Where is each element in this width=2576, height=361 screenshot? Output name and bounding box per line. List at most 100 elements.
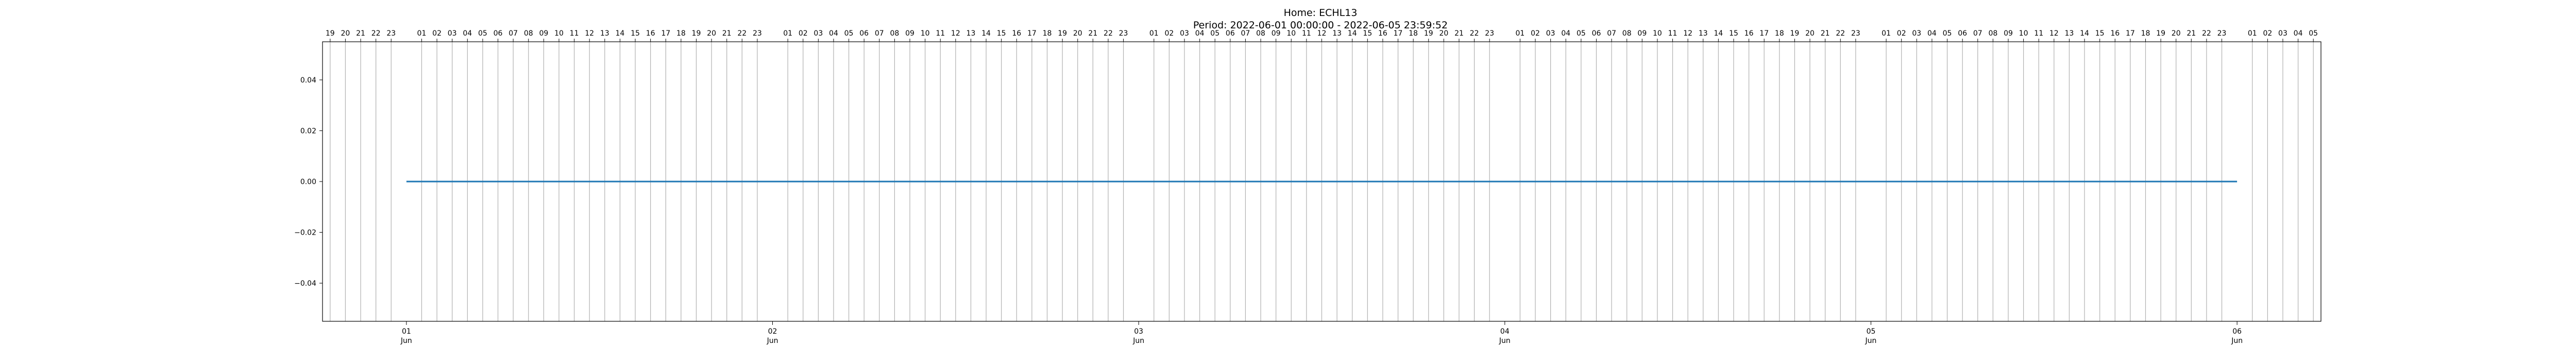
hour-tick-label: 03 (2278, 29, 2287, 38)
hour-tick-label: 22 (1836, 29, 1845, 38)
hour-tick-label: 14 (1714, 29, 1723, 38)
x-tick-label-day: 04 (1500, 327, 1510, 336)
hour-tick-label: 21 (1088, 29, 1097, 38)
hour-tick-label: 17 (1394, 29, 1403, 38)
x-tick-label-day: 02 (768, 327, 777, 336)
hour-tick-label: 14 (1348, 29, 1357, 38)
chart-title: Home: ECHL13 (1284, 7, 1358, 19)
hour-tick-label: 22 (1470, 29, 1479, 38)
hour-tick-label: 18 (1775, 29, 1784, 38)
hour-tick-label: 15 (1729, 29, 1738, 38)
hour-tick-label: 02 (799, 29, 808, 38)
hour-tick-label: 14 (981, 29, 991, 38)
hour-tick-label: 22 (737, 29, 747, 38)
x-tick-label-month: Jun (1499, 337, 1511, 345)
hour-tick-label: 04 (1195, 29, 1205, 38)
hour-tick-label: 01 (1149, 29, 1159, 38)
hour-tick-label: 03 (1912, 29, 1921, 38)
hour-tick-label: 13 (600, 29, 609, 38)
hour-tick-label: 15 (997, 29, 1006, 38)
hour-tick-label: 09 (1272, 29, 1281, 38)
hour-tick-label: 13 (1699, 29, 1708, 38)
hour-tick-label: 07 (875, 29, 884, 38)
hour-tick-label: 16 (646, 29, 655, 38)
hour-tick-label: 09 (1637, 29, 1647, 38)
hour-tick-label: 08 (524, 29, 533, 38)
hour-tick-label: 01 (1516, 29, 1525, 38)
hour-tick-label: 01 (1882, 29, 1891, 38)
hour-tick-label: 10 (1286, 29, 1296, 38)
hour-tick-label: 11 (570, 29, 579, 38)
hour-tick-label: 10 (2019, 29, 2028, 38)
hour-tick-label: 03 (814, 29, 823, 38)
hour-tick-label: 12 (951, 29, 960, 38)
hour-tick-label: 04 (1561, 29, 1570, 38)
hour-tick-label: 09 (2004, 29, 2013, 38)
hour-tick-label: 14 (2080, 29, 2089, 38)
hour-tick-label: 23 (1851, 29, 1860, 38)
x-tick-label-month: Jun (1865, 337, 1877, 345)
hour-tick-label: 21 (1454, 29, 1464, 38)
hour-tick-label: 10 (921, 29, 930, 38)
hour-tick-label: 12 (2049, 29, 2059, 38)
hour-tick-label: 08 (1256, 29, 1265, 38)
hour-tick-label: 06 (1592, 29, 1601, 38)
hour-tick-label: 23 (1485, 29, 1494, 38)
hour-tick-label: 16 (1744, 29, 1754, 38)
hour-tick-label: 12 (585, 29, 594, 38)
hour-tick-label: 04 (2294, 29, 2303, 38)
hour-tick-label: 11 (1668, 29, 1677, 38)
hour-tick-label: 16 (2110, 29, 2120, 38)
hour-tick-label: 07 (509, 29, 518, 38)
hour-tick-label: 04 (1927, 29, 1937, 38)
x-tick-label-day: 05 (1867, 327, 1876, 336)
x-tick-label-month: Jun (2231, 337, 2243, 345)
hour-tick-label: 04 (829, 29, 838, 38)
hour-tick-label: 18 (1043, 29, 1052, 38)
hour-tick-label: 20 (341, 29, 350, 38)
hour-tick-label: 11 (936, 29, 945, 38)
hour-tick-label: 19 (1790, 29, 1800, 38)
hour-tick-label: 05 (2309, 29, 2318, 38)
y-tick-label: 0.04 (300, 76, 316, 85)
hour-tick-label: 21 (1821, 29, 1830, 38)
hour-tick-label: 05 (844, 29, 854, 38)
hour-tick-label: 13 (1332, 29, 1342, 38)
hour-tick-label: 19 (1424, 29, 1433, 38)
x-tick-label-day: 03 (1134, 327, 1143, 336)
x-tick-label-month: Jun (1132, 337, 1144, 345)
hour-tick-label: 10 (1653, 29, 1662, 38)
hour-tick-label: 22 (2202, 29, 2211, 38)
hour-tick-label: 07 (1607, 29, 1616, 38)
hour-tick-label: 02 (432, 29, 442, 38)
hour-tick-label: 23 (753, 29, 762, 38)
hour-tick-label: 04 (463, 29, 472, 38)
hour-tick-label: 05 (1943, 29, 1952, 38)
hour-tick-label: 17 (1027, 29, 1037, 38)
hour-tick-label: 03 (1546, 29, 1555, 38)
hour-tick-label: 06 (1226, 29, 1235, 38)
y-tick-label: 0.02 (300, 127, 316, 135)
hour-tick-label: 14 (615, 29, 624, 38)
hour-tick-label: 23 (386, 29, 396, 38)
hour-tick-label: 21 (2187, 29, 2196, 38)
hour-tick-label: 16 (1378, 29, 1387, 38)
hour-tick-label: 11 (1302, 29, 1311, 38)
hour-tick-label: 15 (1363, 29, 1372, 38)
hour-tick-label: 20 (1805, 29, 1815, 38)
hour-tick-label: 12 (1317, 29, 1327, 38)
hour-tick-label: 02 (1897, 29, 1906, 38)
hour-tick-label: 20 (1073, 29, 1082, 38)
x-tick-label-month: Jun (400, 337, 412, 345)
hour-tick-label: 01 (783, 29, 792, 38)
hour-tick-label: 23 (2217, 29, 2227, 38)
hour-tick-label: 17 (1759, 29, 1769, 38)
hour-tick-label: 06 (1958, 29, 1967, 38)
x-tick-label-month: Jun (767, 337, 778, 345)
hour-tick-label: 07 (1241, 29, 1250, 38)
hour-tick-label: 13 (2065, 29, 2074, 38)
hour-tick-label: 08 (1988, 29, 1997, 38)
hour-tick-label: 18 (1409, 29, 1418, 38)
hour-tick-label: 01 (417, 29, 427, 38)
